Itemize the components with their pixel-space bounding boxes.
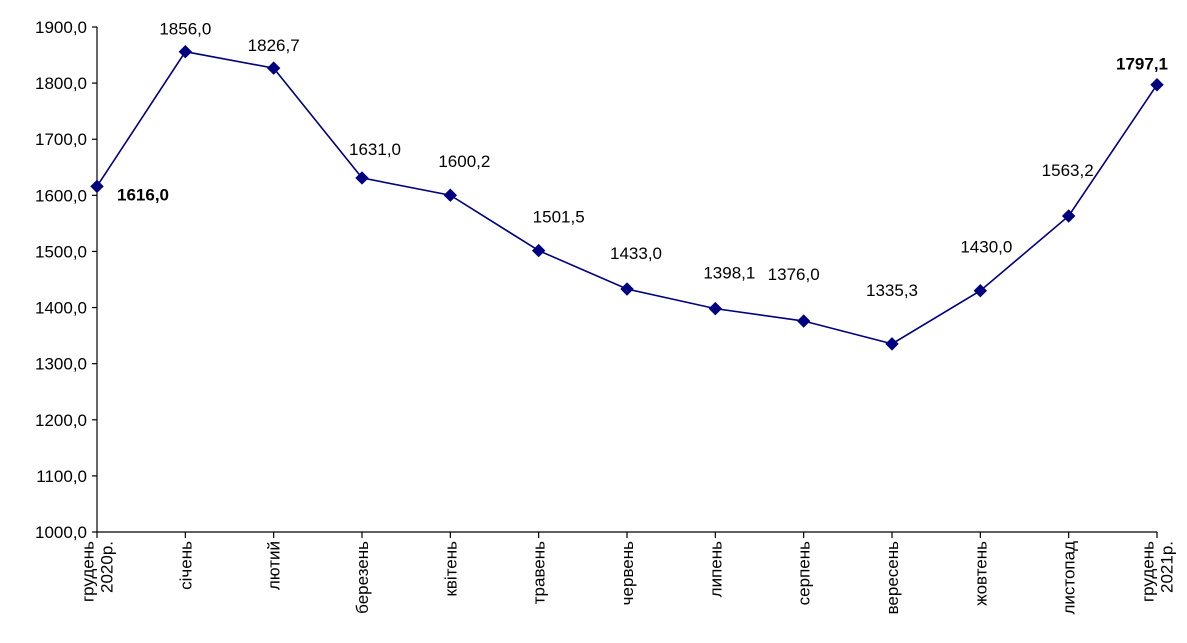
- x-tick-label: вересень: [883, 541, 902, 615]
- data-label: 1600,2: [438, 152, 490, 171]
- y-axis-ticks: 1000,0 1100,0 1200,0 1300,0 1400,0 1500,0 1600…: [35, 18, 97, 542]
- data-point-marker: [443, 188, 458, 202]
- x-tick-label: листопад: [1060, 541, 1079, 615]
- x-tick-label: 2020р.: [98, 541, 117, 593]
- y-tick-label: 1600,0: [35, 186, 87, 205]
- x-tick-label: серпень: [795, 541, 814, 605]
- data-label: 1433,0: [610, 244, 662, 263]
- y-tick-label: 1800,0: [35, 74, 87, 93]
- data-point-marker: [1150, 78, 1164, 92]
- x-tick-label: лютий: [265, 541, 284, 590]
- data-label: 1430,0: [960, 238, 1012, 257]
- data-label: 1335,3: [866, 281, 918, 300]
- data-point-marker: [708, 301, 723, 316]
- series-polyline: [96, 50, 1158, 345]
- x-tick-label: 2021р.: [1158, 541, 1177, 593]
- data-point-marker: [178, 44, 193, 59]
- y-tick-label: 1400,0: [35, 299, 87, 318]
- y-tick-label: 1500,0: [35, 242, 87, 261]
- y-tick-label: 1000,0: [35, 523, 87, 542]
- y-tick-label: 1700,0: [35, 130, 87, 149]
- data-label: 1856,0: [159, 20, 211, 39]
- data-point-marker: [90, 179, 104, 194]
- data-point-marker: [1061, 209, 1076, 223]
- series-line: [90, 44, 1164, 351]
- x-tick-label: грудень: [1139, 541, 1158, 602]
- axes: [96, 27, 1157, 533]
- data-label: 1501,5: [533, 208, 585, 227]
- x-tick-label: березень: [353, 541, 372, 614]
- data-label: 1631,0: [349, 140, 401, 159]
- data-point-marker: [796, 314, 811, 328]
- y-tick-label: 1300,0: [35, 355, 87, 374]
- data-labels: 1616,0 1856,0 1826,7 1631,0 1600,2 1501,5 1433…: [117, 20, 1168, 300]
- x-tick-label: січень: [176, 541, 195, 590]
- data-label: 1616,0: [117, 185, 169, 204]
- x-tick-label: червень: [618, 541, 637, 605]
- x-tick-label: грудень: [79, 541, 98, 602]
- data-label: 1563,2: [1042, 161, 1094, 180]
- y-tick-label: 1200,0: [35, 411, 87, 430]
- data-label: 1398,1: [703, 264, 755, 283]
- x-tick-label: жовтень: [971, 541, 990, 606]
- x-tick-label: липень: [706, 541, 725, 597]
- data-point-marker: [266, 61, 281, 75]
- y-tick-label: 1900,0: [35, 18, 87, 37]
- data-label: 1797,1: [1116, 55, 1168, 74]
- data-point-marker: [620, 282, 634, 296]
- y-tick-label: 1100,0: [36, 467, 87, 486]
- data-label: 1826,7: [248, 36, 300, 55]
- x-tick-label: травень: [530, 541, 549, 604]
- data-point-marker: [355, 171, 369, 185]
- x-tick-label: квітень: [441, 541, 460, 597]
- data-point-marker: [885, 337, 899, 351]
- x-axis-ticks: грудень 2020р. січень лютий березень квітень т…: [79, 532, 1177, 615]
- data-point-marker: [973, 284, 988, 298]
- data-point-marker: [531, 243, 546, 258]
- data-label: 1376,0: [768, 265, 820, 284]
